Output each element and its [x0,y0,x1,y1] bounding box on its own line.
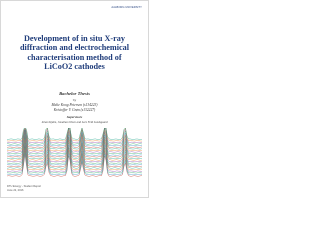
pattern-line [7,149,142,172]
pattern-line [7,137,142,161]
pattern-line [7,152,142,175]
pattern-line [7,128,142,140]
pattern-line [7,141,142,164]
pattern-line [7,128,142,150]
cover-figure [7,128,142,177]
footer-line: DTU Energy - Student Report [7,185,42,188]
pattern-line [7,134,142,158]
pattern-line [7,130,142,153]
supervisors: Johan Kjølm, Jonathan Olsen and Lars Fel… [41,119,108,124]
pattern-line [7,136,142,159]
pattern-line [7,145,142,169]
pattern-line [7,139,142,163]
title: Development of in situ X-ray diffraction… [20,34,129,72]
logo: AALBORG UNIVERSITY [111,6,142,9]
subtitle: Bachelor Thesis [59,91,90,96]
by-label: by [72,98,77,102]
pattern-line [7,131,142,155]
footer-line: June 22, 2016 [7,189,24,192]
pattern-line [7,154,142,177]
author: Malte Koog Petersen (s134223) [51,103,98,107]
pattern-line [7,128,142,148]
author: Kristoffer V. Grøn (s132227) [53,108,96,112]
pattern-line [7,144,142,167]
pattern-line [7,128,142,143]
pattern-line [7,150,142,174]
pattern-line [7,128,142,151]
pattern-line [7,147,142,171]
document-page: AALBORG UNIVERSITY Development of in sit… [0,0,149,198]
pattern-line [7,128,142,147]
supervisors-label: Supervisors [66,115,83,119]
pattern-line [7,128,142,145]
pattern-line [7,128,142,142]
pattern-line [7,133,142,156]
pattern-line [7,143,142,166]
